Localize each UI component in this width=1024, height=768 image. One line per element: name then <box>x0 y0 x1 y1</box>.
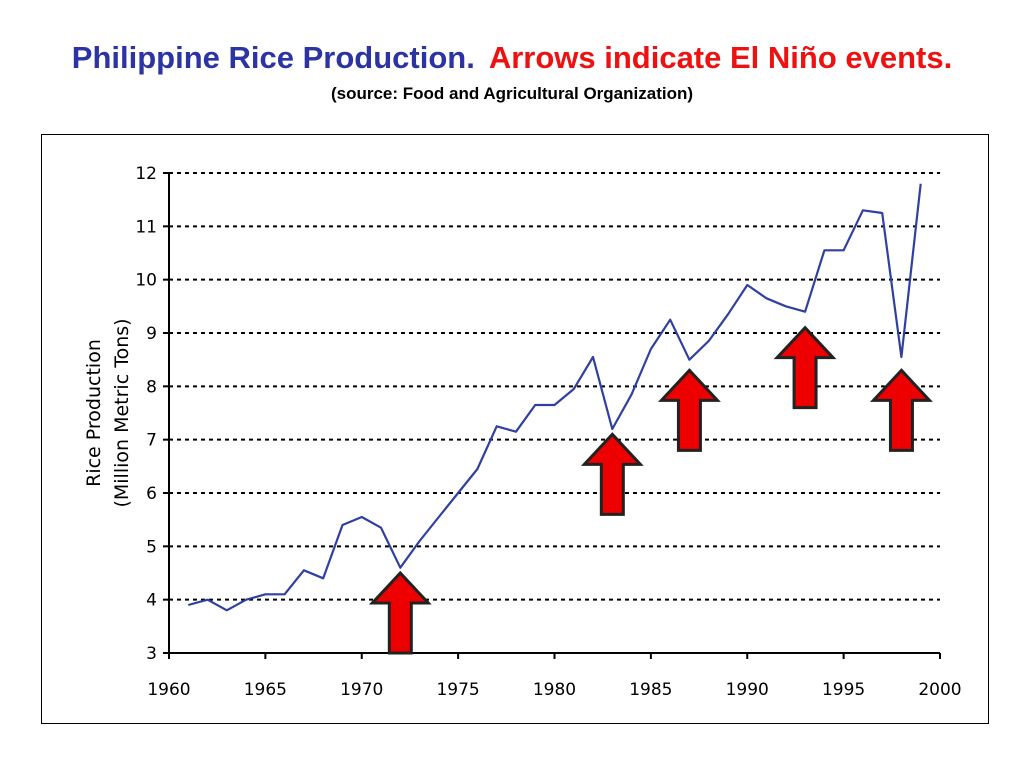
label-layer: 3 4 5 6 7 8 9 10 11 12 1960 1965 1970 1975 1980 1985 199… <box>83 164 962 700</box>
y-tick-label-3: 3 <box>146 644 157 664</box>
chart-title: Philippine Rice Production. Arrows indica… <box>0 40 1024 76</box>
x-tick-label-1960: 1960 <box>147 680 190 700</box>
y-tick-label-4: 4 <box>146 591 157 611</box>
x-tick-label-1990: 1990 <box>726 680 769 700</box>
x-tick-label-1975: 1975 <box>436 680 479 700</box>
y-tick-label-10: 10 <box>135 271 157 291</box>
el-nino-arrow-1987 <box>657 368 721 452</box>
grid-layer <box>169 172 940 601</box>
y-tick-label-5: 5 <box>146 537 157 557</box>
y-tick-label-9: 9 <box>146 324 157 344</box>
y-tick-label-12: 12 <box>135 164 157 184</box>
chart-title-main: Philippine Rice Production. <box>71 40 475 75</box>
x-tick-label-1970: 1970 <box>340 680 383 700</box>
y-tick-label-7: 7 <box>146 431 157 451</box>
el-nino-arrow-1998 <box>869 368 933 452</box>
el-nino-arrow-1993 <box>773 325 837 410</box>
x-tick-label-2000: 2000 <box>918 680 961 700</box>
series-layer <box>188 183 922 612</box>
x-tick-label-1985: 1985 <box>629 680 672 700</box>
x-tick-label-1965: 1965 <box>244 680 287 700</box>
y-axis-title-line-1: Rice Production <box>83 339 105 487</box>
arrow-layer <box>368 325 933 655</box>
y-tick-label-8: 8 <box>146 377 157 397</box>
el-nino-arrow-1972 <box>368 570 432 655</box>
y-tick-label-11: 11 <box>135 217 157 237</box>
x-tick-label-1980: 1980 <box>533 680 576 700</box>
y-tick-label-6: 6 <box>146 484 157 504</box>
chart-subtitle: (source: Food and Agricultural Organizat… <box>330 84 694 103</box>
chart-title-highlight: Arrows indicate El Niño events. <box>488 40 953 75</box>
x-tick-label-1995: 1995 <box>822 680 865 700</box>
y-axis-title-line-2: (Million Metric Tons) <box>111 318 133 507</box>
axes-layer <box>163 172 941 659</box>
plot-frame <box>41 134 989 724</box>
el-nino-arrow-1983 <box>580 432 644 516</box>
